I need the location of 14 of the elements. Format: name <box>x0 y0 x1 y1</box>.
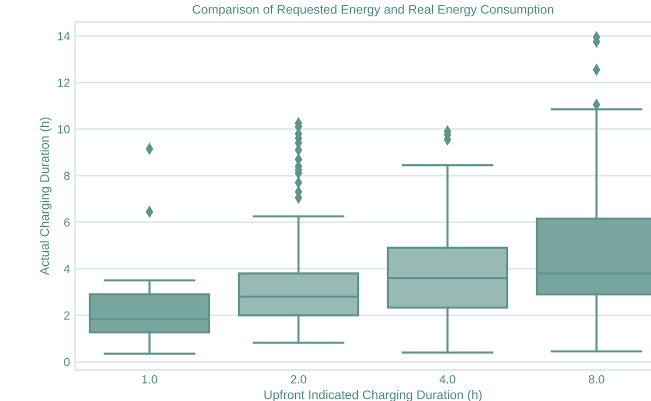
chart-title: Comparison of Requested Energy and Real Energy Consumption <box>192 4 554 16</box>
y-tick-label: 10 <box>58 125 70 134</box>
y-tick-label: 6 <box>64 218 70 227</box>
x-tick-label: 4.0 <box>440 375 456 384</box>
y-tick-label: 14 <box>58 32 70 40</box>
x-tick-label: 8.0 <box>588 375 604 384</box>
x-tick-label: 1.0 <box>142 375 158 384</box>
y-axis-title: Actual Charging Duration (h) <box>40 118 52 276</box>
y-tick-label: 2 <box>64 311 70 320</box>
y-tick-label: 4 <box>64 264 70 274</box>
y-tick-label: 8 <box>64 172 70 180</box>
x-tick-label: 2.0 <box>290 375 306 384</box>
y-tick-label: 12 <box>58 78 70 87</box>
y-tick-label: 0 <box>64 358 70 366</box>
